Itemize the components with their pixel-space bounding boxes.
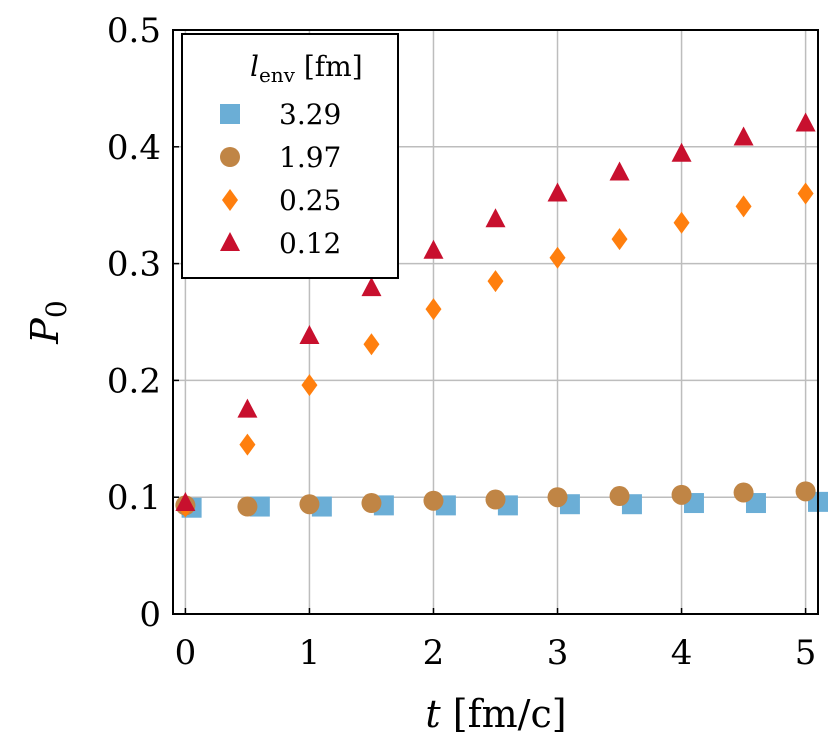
circle-point [299, 494, 320, 515]
legend-entry-label: 3.29 [279, 98, 341, 131]
triangle-point [299, 325, 320, 345]
diamond-point [425, 298, 442, 321]
triangle-point [795, 112, 816, 132]
y-tick-label: 0.1 [107, 478, 161, 518]
diamond-point [487, 270, 504, 293]
x-tick-label: 0 [175, 633, 197, 673]
legend-circle-marker [220, 147, 240, 167]
x-tick-label: 2 [423, 633, 445, 673]
circle-point [423, 490, 444, 511]
circle-point [733, 482, 754, 503]
circle-point [237, 496, 258, 517]
legend-entry-label: 1.97 [279, 141, 341, 174]
triangle-point [485, 208, 506, 228]
legend-entry-label: 0.12 [279, 227, 341, 260]
triangle-point [237, 398, 258, 418]
x-tick-label: 3 [547, 633, 569, 673]
diamond-point [239, 433, 256, 456]
triangle-point [423, 239, 444, 259]
y-tick-label: 0.5 [107, 11, 161, 51]
y-tick-label: 0.4 [107, 128, 161, 168]
triangle-point [671, 142, 692, 162]
legend-title: lenv [fm] [250, 50, 363, 87]
triangle-point [547, 182, 568, 202]
y-tick-label: 0.2 [107, 361, 161, 401]
triangle-point [175, 492, 196, 512]
circle-point [671, 484, 692, 505]
x-tick-label: 4 [671, 633, 693, 673]
circle-point [795, 481, 816, 502]
diamond-point [797, 182, 814, 205]
legend-square-marker [220, 104, 240, 124]
triangle-point [609, 161, 630, 181]
diamond-point [301, 374, 318, 397]
legend-box [181, 33, 399, 279]
plot-frame [172, 29, 819, 615]
circle-point [361, 493, 382, 514]
y-tick-label: 0 [139, 595, 161, 635]
circle-point [547, 487, 568, 508]
y-axis-label: P0 [23, 300, 73, 344]
legend-diamond-marker [222, 189, 238, 211]
circle-point [609, 486, 630, 507]
x-axis-label: t [fm/c] [425, 692, 566, 736]
legend-entry-label: 0.25 [279, 184, 341, 217]
triangle-point [361, 277, 382, 297]
legend-triangle-marker [220, 232, 240, 251]
x-tick-label: 1 [299, 633, 321, 673]
legend: lenv [fm] 3.29 1.97 0.25 0.12 [181, 33, 399, 279]
diamond-point [735, 195, 752, 218]
circle-point [485, 489, 506, 510]
data-points [175, 112, 828, 518]
diamond-point [363, 333, 380, 356]
axis-ticks: 0 1 2 3 4 5 0 0.1 0.2 0.3 0.4 0.5 [107, 11, 816, 673]
y-tick-label: 0.3 [107, 245, 161, 285]
triangle-point [733, 126, 754, 146]
diamond-point [549, 246, 566, 269]
diamond-point [673, 211, 690, 234]
x-tick-label: 5 [795, 633, 817, 673]
diamond-point [611, 228, 628, 251]
